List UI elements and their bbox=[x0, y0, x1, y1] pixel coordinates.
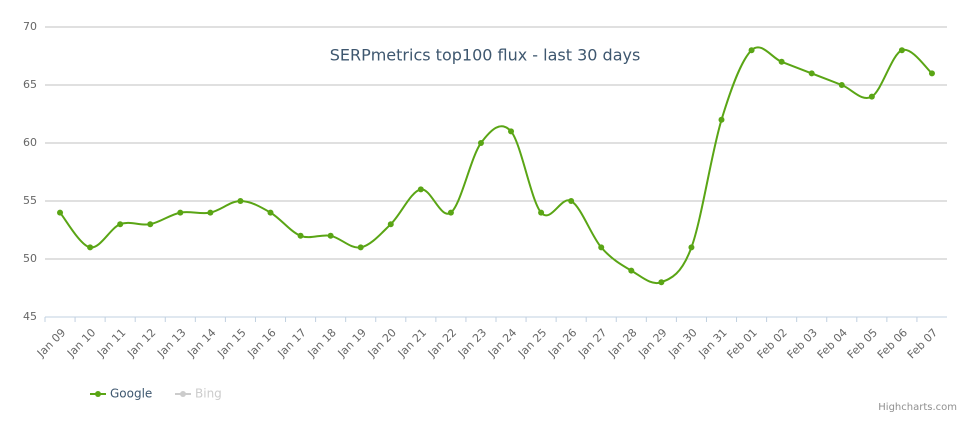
point-marker bbox=[718, 116, 725, 123]
point-marker bbox=[868, 93, 875, 100]
point-marker bbox=[658, 279, 665, 286]
x-tick-label: Jan 11 bbox=[94, 326, 128, 360]
point-marker bbox=[808, 70, 815, 77]
point-marker bbox=[297, 232, 304, 239]
point-marker bbox=[117, 221, 124, 228]
point-marker bbox=[628, 267, 635, 274]
point-marker bbox=[508, 128, 515, 135]
point-marker bbox=[447, 209, 454, 216]
x-tick-label: Jan 22 bbox=[425, 326, 459, 360]
x-tick-label: Jan 20 bbox=[365, 326, 399, 360]
point-marker bbox=[417, 186, 424, 193]
x-tick-label: Jan 15 bbox=[214, 326, 248, 360]
point-marker bbox=[87, 244, 94, 251]
x-tick-label: Jan 31 bbox=[695, 326, 729, 360]
point-marker bbox=[327, 232, 334, 239]
point-marker bbox=[387, 221, 394, 228]
series-line bbox=[59, 46, 933, 285]
point-marker bbox=[838, 82, 845, 88]
chart-title: SERPmetrics top100 flux - last 30 days bbox=[330, 46, 641, 65]
point-marker bbox=[57, 209, 64, 216]
point-marker bbox=[898, 47, 905, 54]
point-marker bbox=[568, 198, 575, 204]
point-marker bbox=[778, 58, 785, 65]
x-tick-label: Feb 07 bbox=[905, 326, 940, 361]
x-tick-label: Jan 17 bbox=[275, 326, 309, 360]
x-tick-label: Jan 16 bbox=[244, 326, 278, 360]
y-tick-label: 50 bbox=[23, 252, 37, 265]
x-tick-label: Jan 24 bbox=[485, 326, 519, 360]
legend-label[interactable]: Bing bbox=[195, 387, 222, 401]
y-tick-label: 70 bbox=[23, 20, 37, 33]
y-tick-label: 45 bbox=[23, 310, 37, 323]
x-tick-label: Jan 30 bbox=[665, 326, 699, 360]
x-tick-label: Jan 14 bbox=[184, 326, 218, 360]
x-tick-label: Jan 27 bbox=[575, 326, 609, 360]
point-marker bbox=[928, 70, 935, 77]
point-marker bbox=[267, 209, 274, 216]
y-tick-label: 60 bbox=[23, 136, 37, 149]
x-tick-label: Jan 09 bbox=[34, 326, 68, 360]
x-tick-label: Feb 01 bbox=[724, 326, 759, 361]
x-tick-label: Jan 18 bbox=[305, 326, 339, 360]
x-tick-label: Jan 21 bbox=[395, 326, 429, 360]
legend-marker bbox=[95, 391, 101, 397]
y-tick-label: 55 bbox=[23, 194, 37, 207]
x-tick-label: Jan 28 bbox=[605, 326, 639, 360]
point-marker bbox=[207, 209, 214, 216]
point-marker bbox=[538, 209, 545, 216]
legend-marker bbox=[180, 391, 186, 397]
x-tick-label: Jan 12 bbox=[124, 326, 158, 360]
x-tick-label: Feb 05 bbox=[845, 326, 880, 361]
x-tick-label: Feb 03 bbox=[785, 326, 820, 361]
x-tick-label: Jan 29 bbox=[635, 326, 669, 360]
x-tick-label: Jan 13 bbox=[154, 326, 188, 360]
point-marker bbox=[147, 221, 154, 228]
x-tick-label: Jan 19 bbox=[335, 326, 369, 360]
point-marker bbox=[748, 47, 755, 54]
point-marker bbox=[477, 140, 484, 146]
x-tick-label: Feb 04 bbox=[815, 326, 850, 361]
point-marker bbox=[688, 244, 695, 251]
y-tick-label: 65 bbox=[23, 78, 37, 91]
x-tick-label: Jan 25 bbox=[515, 326, 549, 360]
x-tick-label: Jan 23 bbox=[455, 326, 489, 360]
x-tick-label: Jan 10 bbox=[64, 326, 98, 360]
x-tick-label: Feb 02 bbox=[755, 326, 790, 361]
x-tick-label: Jan 26 bbox=[545, 326, 579, 360]
x-tick-label: Feb 06 bbox=[875, 326, 910, 361]
point-marker bbox=[237, 198, 244, 204]
legend-label[interactable]: Google bbox=[110, 387, 152, 401]
point-marker bbox=[177, 209, 184, 216]
credits[interactable]: Highcharts.com bbox=[878, 402, 957, 413]
point-marker bbox=[598, 244, 605, 251]
point-marker bbox=[357, 244, 364, 251]
